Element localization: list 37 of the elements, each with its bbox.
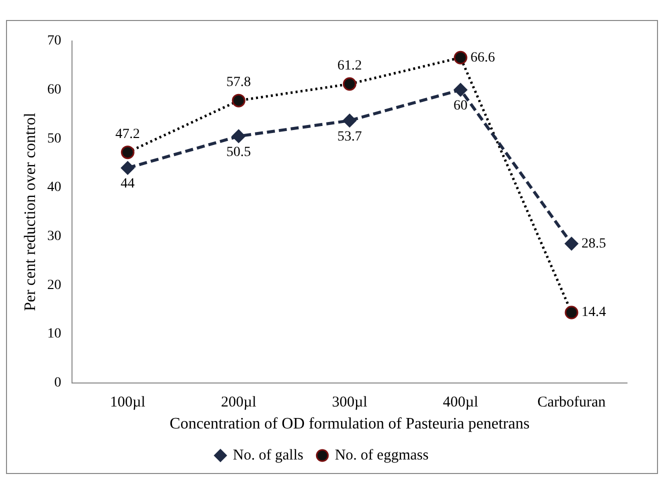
point: [120, 146, 134, 160]
x-tick-label: Carbofuran: [537, 394, 606, 411]
data-label: 50.5: [226, 144, 251, 160]
point: [454, 83, 468, 97]
legend-label: No. of galls: [232, 447, 304, 464]
data-label: 47.2: [115, 127, 140, 142]
data-label: 66.6: [470, 50, 496, 66]
point: [232, 94, 246, 108]
x-tick-label: 200µl: [220, 394, 256, 411]
y-tick-label: 10: [47, 326, 62, 342]
point: [454, 50, 468, 64]
point: [232, 129, 246, 143]
data-label: 44: [120, 176, 135, 192]
y-axis-title: Per cent reduction over control: [22, 112, 39, 311]
y-tick-label: 50: [47, 131, 62, 146]
data-label: 53.7: [337, 129, 362, 144]
data-label: 60: [454, 98, 468, 114]
point: [342, 77, 356, 91]
x-tick-label: 400µl: [442, 394, 478, 411]
data-label: 14.4: [582, 305, 606, 320]
y-tick-label: 70: [47, 34, 62, 49]
point: [564, 236, 578, 250]
data-label: 28.5: [582, 236, 606, 252]
data-label: 61.2: [337, 58, 362, 74]
y-tick-label: 40: [47, 180, 62, 196]
point: [564, 306, 578, 320]
y-tick-label: 30: [47, 228, 62, 244]
data-label: 57.8: [226, 75, 251, 90]
point: [120, 161, 134, 175]
y-tick-label: 20: [47, 278, 62, 293]
y-tick-label: 60: [47, 82, 62, 98]
x-axis-title: Concentration of OD formulation of Pasteuria penetrans: [170, 416, 530, 433]
legend-label: No. of eggmass: [334, 447, 429, 464]
x-tick-label: 100µl: [110, 394, 146, 411]
point: [342, 114, 356, 128]
x-tick-label: 300µl: [332, 394, 368, 411]
y-tick-label: 0: [54, 375, 62, 390]
